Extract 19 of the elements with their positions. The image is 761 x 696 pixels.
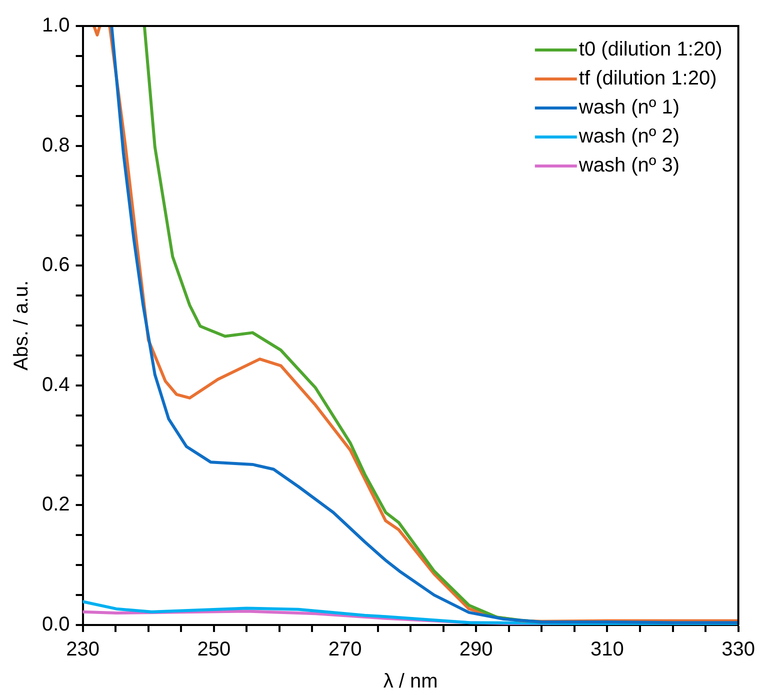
x-tick-label: 290 bbox=[459, 638, 493, 661]
x-tick-label: 230 bbox=[66, 638, 100, 661]
y-tick-label: 0.2 bbox=[42, 494, 70, 516]
legend-label: wash (nº 1) bbox=[578, 96, 680, 119]
x-tick-label: 250 bbox=[197, 638, 231, 661]
x-axis-title: λ / nm bbox=[383, 670, 438, 693]
y-tick-label: 0.4 bbox=[42, 374, 70, 396]
y-tick-label: 0.6 bbox=[42, 254, 70, 276]
legend-label: t0 (dilution 1:20) bbox=[578, 38, 722, 61]
legend-label: wash (nº 2) bbox=[578, 126, 680, 148]
y-tick-label: 1.0 bbox=[42, 14, 70, 37]
y-tick-label: 0.8 bbox=[42, 134, 70, 156]
x-tick-label: 310 bbox=[590, 638, 624, 661]
y-tick-label: 0.0 bbox=[42, 614, 70, 636]
legend-label: wash (nº 3) bbox=[578, 154, 680, 177]
x-tick-label: 270 bbox=[328, 638, 362, 661]
x-tick-label: 330 bbox=[722, 638, 756, 661]
y-axis-title: Abs. / a.u. bbox=[10, 280, 33, 371]
legend-label: tf (dilution 1:20) bbox=[578, 68, 717, 90]
